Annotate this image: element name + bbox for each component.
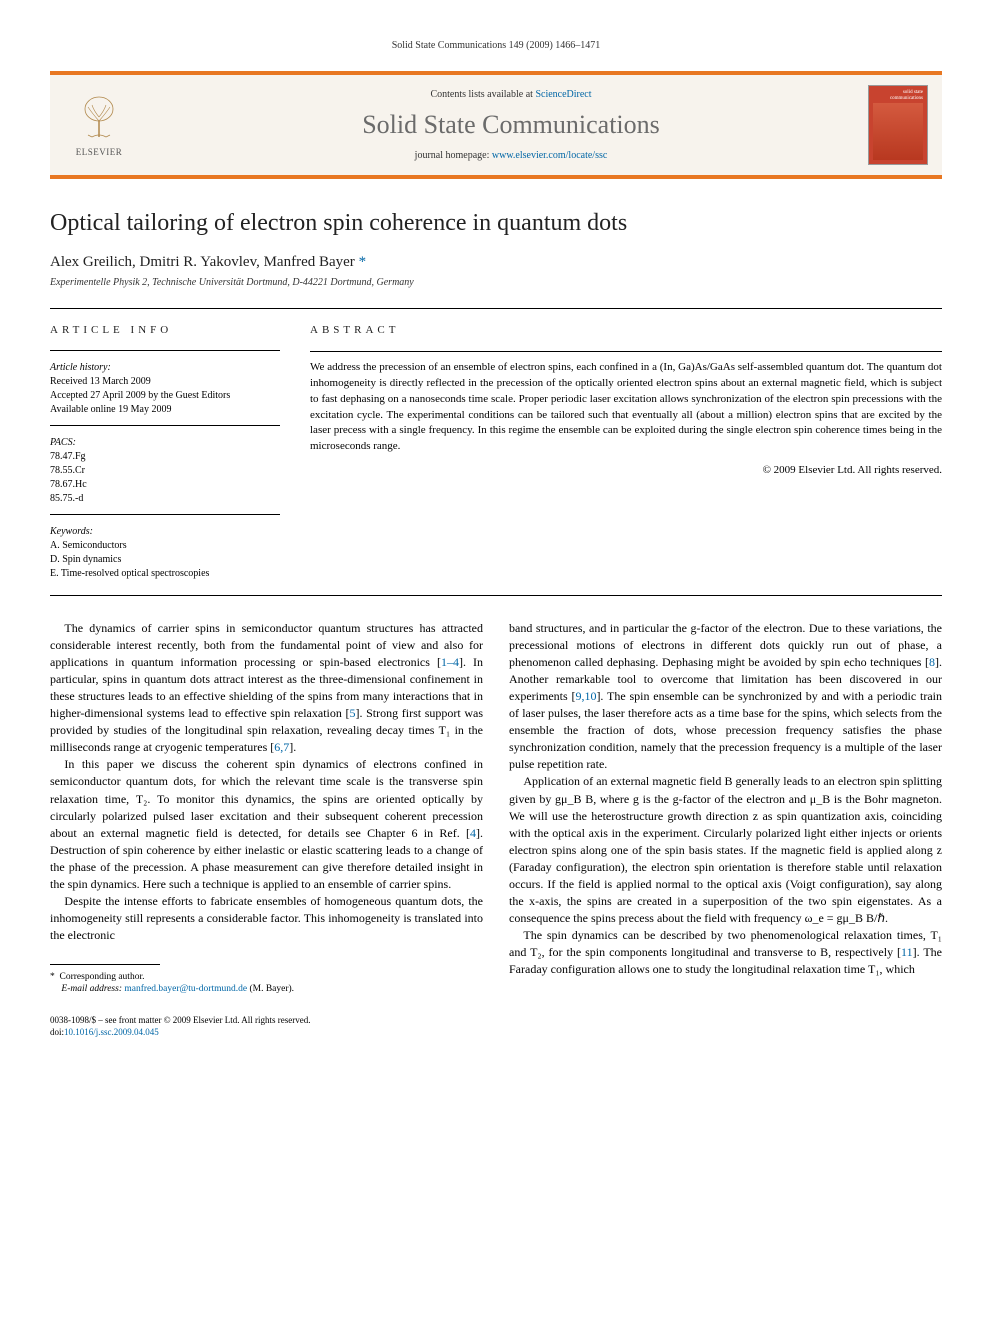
- issn-line: 0038-1098/$ – see front matter © 2009 El…: [50, 1015, 942, 1027]
- affiliation: Experimentelle Physik 2, Technische Univ…: [50, 277, 942, 288]
- body-paragraph: Despite the intense efforts to fabricate…: [50, 893, 483, 944]
- citation-link[interactable]: 11: [901, 945, 913, 959]
- article-info-heading: ARTICLE INFO: [50, 323, 280, 338]
- publisher-logo: ELSEVIER: [64, 85, 134, 165]
- email-link[interactable]: manfred.bayer@tu-dortmund.de: [124, 984, 247, 994]
- elsevier-tree-icon: [74, 93, 124, 143]
- body-paragraph: The spin dynamics can be described by tw…: [509, 927, 942, 978]
- history-heading: Article history:: [50, 361, 280, 375]
- body-paragraph: band structures, and in particular the g…: [509, 620, 942, 773]
- journal-title: Solid State Communications: [154, 110, 868, 140]
- email-label: E-mail address:: [61, 984, 122, 994]
- keyword: A. Semiconductors: [50, 539, 280, 553]
- author-list: Alex Greilich, Dmitri R. Yakovlev, Manfr…: [50, 254, 942, 271]
- pacs-code: 78.47.Fg: [50, 450, 280, 464]
- authors-text: Alex Greilich, Dmitri R. Yakovlev, Manfr…: [50, 254, 355, 270]
- abstract-heading: ABSTRACT: [310, 323, 942, 339]
- corresponding-author-mark[interactable]: *: [359, 254, 367, 270]
- citation-link[interactable]: 1–4: [441, 655, 459, 669]
- email-footnote: E-mail address: manfred.bayer@tu-dortmun…: [50, 983, 483, 995]
- doi-line: doi:10.1016/j.ssc.2009.04.045: [50, 1027, 942, 1039]
- body-paragraph: Application of an external magnetic fiel…: [509, 773, 942, 926]
- keyword: E. Time-resolved optical spectroscopies: [50, 567, 280, 581]
- homepage-link[interactable]: www.elsevier.com/locate/ssc: [492, 150, 607, 161]
- pacs-code: 78.55.Cr: [50, 464, 280, 478]
- history-online: Available online 19 May 2009: [50, 403, 280, 417]
- abstract-column: ABSTRACT We address the precession of an…: [310, 323, 942, 581]
- body-left-column: The dynamics of carrier spins in semicon…: [50, 620, 483, 995]
- cover-thumb-text: solid state communications: [873, 90, 923, 101]
- homepage-prefix: journal homepage:: [415, 150, 492, 161]
- sciencedirect-link[interactable]: ScienceDirect: [535, 89, 591, 100]
- corresponding-footnote: * Corresponding author.: [50, 971, 483, 983]
- contents-available: Contents lists available at ScienceDirec…: [154, 89, 868, 100]
- citation-link[interactable]: 9,10: [575, 689, 596, 703]
- journal-homepage: journal homepage: www.elsevier.com/locat…: [154, 150, 868, 161]
- abstract-text: We address the precession of an ensemble…: [310, 360, 942, 456]
- keywords-heading: Keywords:: [50, 525, 280, 539]
- abstract-copyright: © 2009 Elsevier Ltd. All rights reserved…: [310, 463, 942, 479]
- publisher-name: ELSEVIER: [76, 147, 123, 157]
- footnote-separator: [50, 964, 160, 965]
- citation-link[interactable]: 6,7: [274, 740, 289, 754]
- body-text: The dynamics of carrier spins in semicon…: [50, 620, 942, 995]
- journal-center: Contents lists available at ScienceDirec…: [154, 89, 868, 161]
- article-title: Optical tailoring of electron spin coher…: [50, 209, 942, 238]
- history-received: Received 13 March 2009: [50, 375, 280, 389]
- pacs-code: 85.75.-d: [50, 492, 280, 506]
- history-accepted: Accepted 27 April 2009 by the Guest Edit…: [50, 389, 280, 403]
- contents-prefix: Contents lists available at: [430, 89, 535, 100]
- section-divider: [50, 595, 942, 596]
- body-paragraph: In this paper we discuss the coherent sp…: [50, 756, 483, 892]
- article-info-column: ARTICLE INFO Article history: Received 1…: [50, 323, 280, 581]
- journal-cover-thumbnail: solid state communications: [868, 85, 928, 165]
- doi-link[interactable]: 10.1016/j.ssc.2009.04.045: [64, 1027, 159, 1037]
- running-head: Solid State Communications 149 (2009) 14…: [50, 40, 942, 51]
- page-footer: 0038-1098/$ – see front matter © 2009 El…: [50, 1015, 942, 1038]
- pacs-code: 78.67.Hc: [50, 478, 280, 492]
- section-divider: [50, 308, 942, 309]
- pacs-heading: PACS:: [50, 436, 280, 450]
- journal-header-box: ELSEVIER Contents lists available at Sci…: [50, 71, 942, 179]
- email-suffix: (M. Bayer).: [249, 984, 294, 994]
- keyword: D. Spin dynamics: [50, 553, 280, 567]
- corr-mark: *: [50, 972, 55, 982]
- cover-thumb-body: [873, 103, 923, 160]
- body-paragraph: The dynamics of carrier spins in semicon…: [50, 620, 483, 756]
- body-right-column: band structures, and in particular the g…: [509, 620, 942, 995]
